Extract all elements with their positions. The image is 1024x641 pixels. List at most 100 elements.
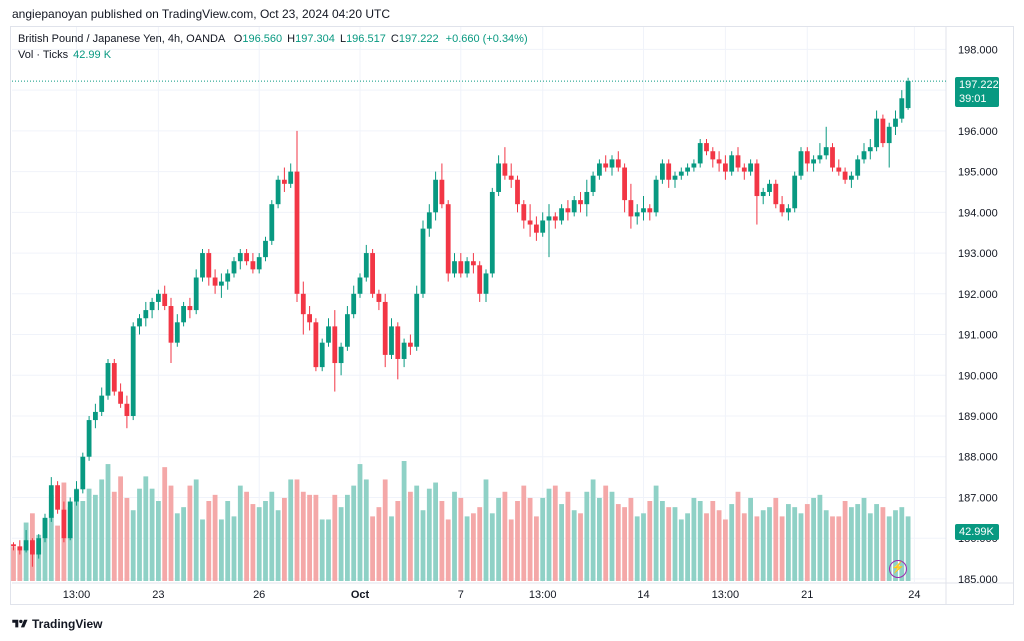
volume-bar: [660, 501, 665, 581]
candle-body: [130, 326, 136, 416]
candle-body: [905, 81, 911, 109]
volume-bar: [67, 507, 73, 581]
volume-bar: [219, 519, 224, 581]
low-label: L: [339, 33, 347, 45]
candle-body: [80, 456, 86, 490]
price-axis[interactable]: 198.000197.000196.000195.000194.000193.0…: [958, 44, 998, 586]
lightning-icon[interactable]: ⚡: [889, 560, 907, 578]
volume-bar: [200, 519, 205, 581]
candle-body: [357, 277, 363, 294]
candle-body: [370, 253, 375, 294]
price-tick-label: 185.000: [958, 574, 998, 586]
candle-body: [351, 293, 357, 315]
candle-body: [326, 326, 331, 343]
candle-body: [93, 411, 98, 421]
volume-bar: [552, 485, 558, 581]
candle-body: [842, 171, 848, 180]
volume-bar: [256, 507, 262, 581]
time-tick-label: 7: [458, 589, 464, 601]
open-value: 196.560: [242, 33, 283, 45]
volume-bar: [729, 504, 735, 581]
volume-bar: [118, 476, 123, 581]
candle-body: [855, 159, 861, 176]
change-value: +0.660 (+0.34%): [445, 33, 528, 45]
candle-body: [174, 322, 180, 343]
volume-bar: [584, 491, 590, 581]
volume-bar: [174, 513, 180, 581]
volume-bar: [855, 504, 861, 581]
volume-bar: [489, 513, 495, 581]
candle-body: [231, 261, 237, 274]
candle-body: [830, 147, 835, 168]
candle-body: [767, 183, 772, 192]
open-label: O: [233, 33, 243, 45]
candle-body: [786, 208, 791, 213]
volume-bar: [187, 485, 193, 581]
volume-bar: [496, 497, 501, 581]
volume-bar: [433, 482, 438, 581]
candle-body: [502, 163, 508, 176]
volume-bar: [319, 519, 325, 581]
volume-bar: [414, 485, 420, 581]
volume-bar: [678, 519, 684, 581]
volume-bar: [156, 501, 161, 581]
candle-body: [628, 200, 634, 217]
candle-body: [653, 179, 659, 213]
volume-bar: [162, 467, 168, 581]
publish-info: angiepanoyan published on TradingView.co…: [12, 7, 391, 21]
candle-body: [886, 126, 892, 144]
candle-body: [99, 395, 105, 412]
candle-body: [773, 183, 779, 205]
volume-bar: [597, 497, 602, 581]
volume-bar: [326, 519, 331, 581]
volume-bar: [338, 507, 344, 581]
time-axis[interactable]: 13:00 23 26 Oct 7 13:00 14 13:00 21 24: [63, 589, 921, 601]
candle-body: [685, 167, 690, 172]
candle-body: [678, 171, 684, 176]
volume-bar: [313, 494, 319, 581]
candle-body: [477, 265, 483, 294]
candle-body: [804, 151, 810, 164]
candle-body: [716, 159, 722, 164]
candle-body: [48, 485, 54, 518]
volume-bar: [143, 476, 149, 581]
volume-bar: [823, 510, 829, 581]
candle-body: [811, 159, 816, 164]
volume-bar: [130, 510, 136, 581]
volume-bar: [483, 479, 489, 581]
candle-body: [420, 228, 426, 294]
volume-bar: [80, 501, 86, 581]
price-tick-label: 193.000: [958, 248, 998, 260]
volume-bar: [408, 491, 413, 581]
candle-body: [250, 261, 256, 270]
footer-brand: TradingView: [32, 617, 103, 631]
volume-bar: [792, 507, 798, 581]
candle-body: [609, 159, 615, 168]
candle-body: [691, 163, 697, 168]
volume-bar: [735, 491, 741, 581]
candle-body: [389, 326, 394, 355]
candle-body: [471, 261, 476, 266]
candle-body: [395, 326, 401, 359]
volume-bar: [55, 525, 60, 581]
volume-bar: [647, 501, 653, 581]
volume-bar: [263, 501, 268, 581]
candle-body: [792, 175, 798, 209]
candle-body: [42, 517, 48, 539]
candle-body: [584, 191, 590, 205]
candle-body: [244, 253, 249, 262]
volume-bar: [351, 485, 357, 581]
candle-body: [704, 143, 709, 152]
tradingview-logo-icon: [12, 619, 28, 628]
candle-body: [212, 277, 218, 286]
candle-body: [67, 501, 73, 539]
volume-bar: [905, 516, 911, 581]
candle-body: [237, 253, 243, 262]
volume-bar: [206, 501, 212, 581]
candle-body: [672, 175, 678, 180]
candle-body: [578, 200, 583, 205]
candle-body: [162, 293, 168, 307]
volume-bar: [779, 516, 785, 581]
candle-body: [137, 318, 142, 327]
